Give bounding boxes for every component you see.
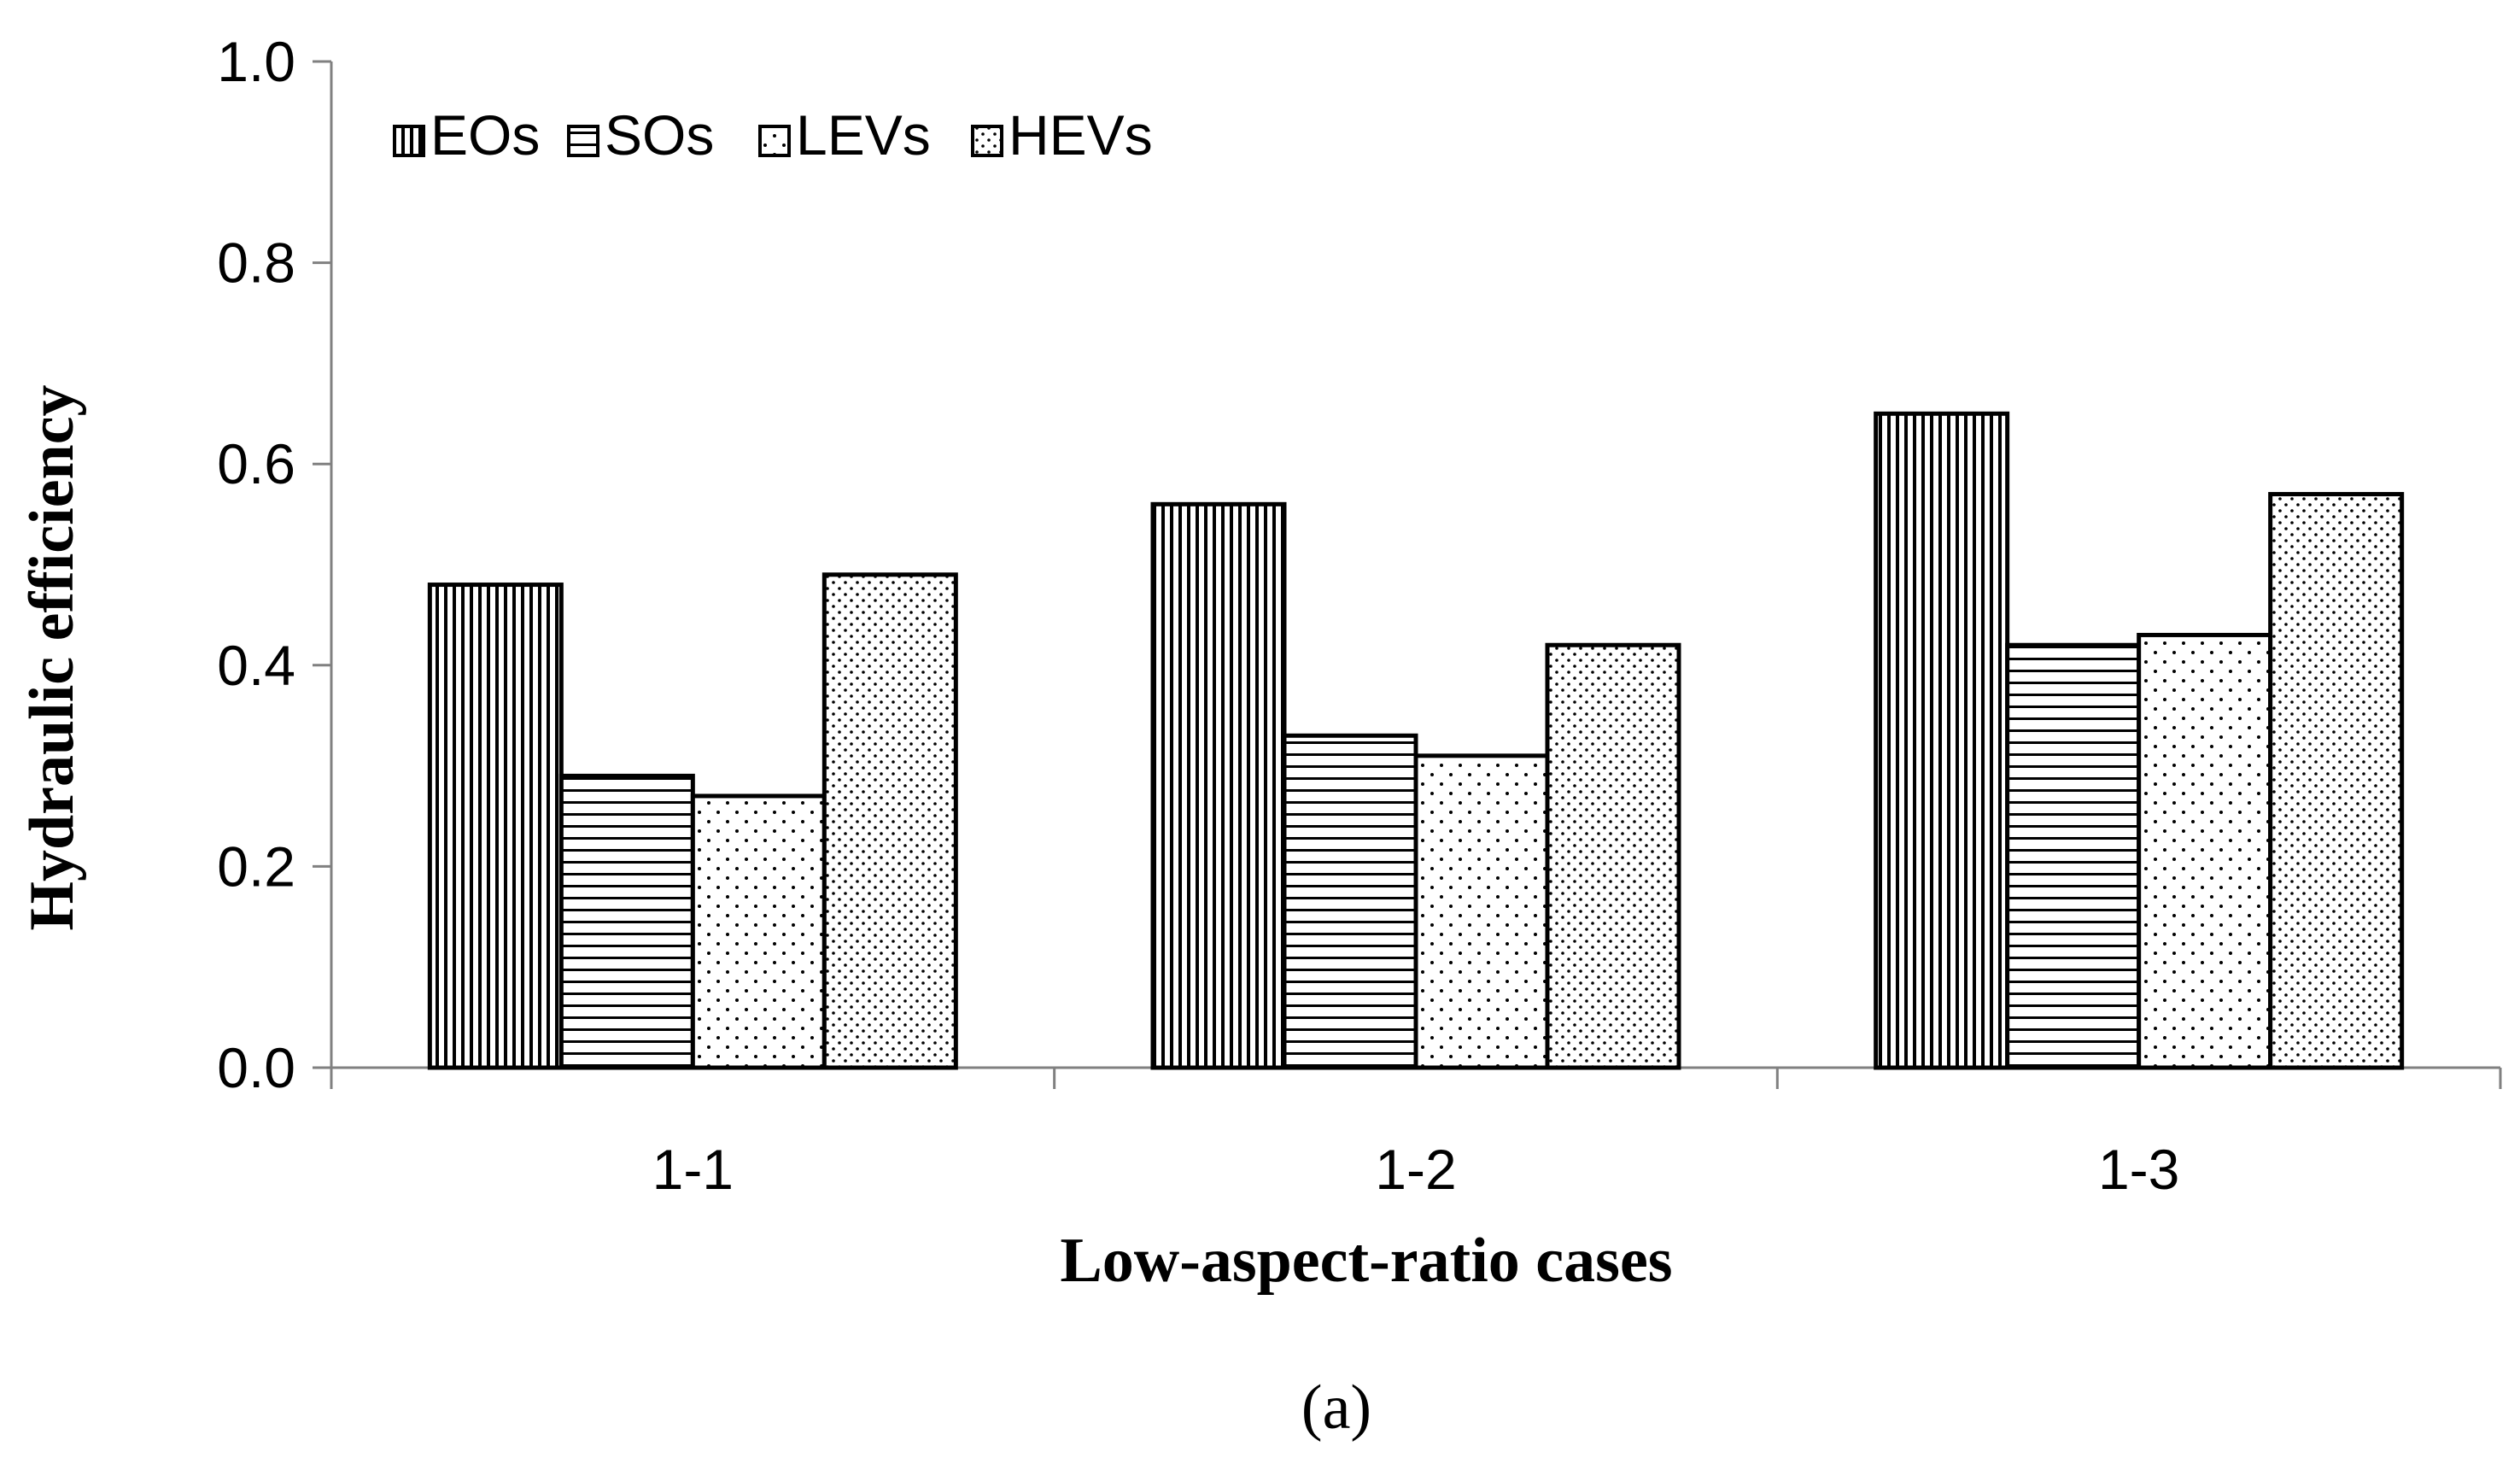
- bar-eos-1-2: [1150, 501, 1287, 1070]
- y-tick-label: 0.6: [217, 432, 295, 495]
- legend-swatch-hevs: [971, 125, 1003, 157]
- figure-caption: (a): [1301, 1373, 1371, 1443]
- plot-area: 0.0 0.2 0.4 0.6 0.8 1.0 1-1 1-2 1-3: [217, 30, 2502, 1201]
- legend: EOs SOs LEVs HEVs: [393, 103, 1153, 167]
- legend-label-levs: LEVs: [796, 103, 931, 167]
- bar-levs-1-3: [2137, 632, 2273, 1070]
- x-axis-title: Low-aspect-ratio cases: [1060, 1226, 1672, 1296]
- bar-hevs-1-1: [821, 572, 958, 1070]
- x-tick-label: 1-3: [2098, 1138, 2179, 1201]
- bar-levs-1-1: [690, 793, 827, 1070]
- legend-label-sos: SOs: [605, 103, 714, 167]
- bar-levs-1-2: [1413, 753, 1550, 1070]
- bar-sos-1-3: [2005, 642, 2142, 1070]
- bar-eos-1-3: [1874, 411, 2010, 1070]
- y-tick-label: 0.0: [217, 1036, 295, 1099]
- legend-swatch-levs: [758, 125, 791, 157]
- bar-sos-1-2: [1282, 733, 1418, 1070]
- bar-sos-1-1: [558, 773, 695, 1070]
- bars-layer: [427, 411, 2405, 1070]
- legend-swatch-sos: [567, 125, 599, 157]
- x-tick-label: 1-1: [652, 1138, 734, 1201]
- x-tick-label: 1-2: [1375, 1138, 1456, 1201]
- y-axis-title: Hydraulic efficiency: [17, 384, 87, 930]
- y-tick-label: 0.8: [217, 231, 295, 295]
- y-tick-label: 0.2: [217, 834, 295, 898]
- bar-hevs-1-3: [2268, 492, 2405, 1070]
- legend-label-hevs: HEVs: [1009, 103, 1153, 167]
- legend-label-eos: EOs: [430, 103, 540, 167]
- bar-eos-1-1: [427, 583, 564, 1070]
- y-tick-label: 1.0: [217, 30, 295, 93]
- y-tick-label: 0.4: [217, 634, 295, 697]
- legend-swatch-eos: [393, 125, 425, 157]
- bar-hevs-1-2: [1545, 642, 1681, 1070]
